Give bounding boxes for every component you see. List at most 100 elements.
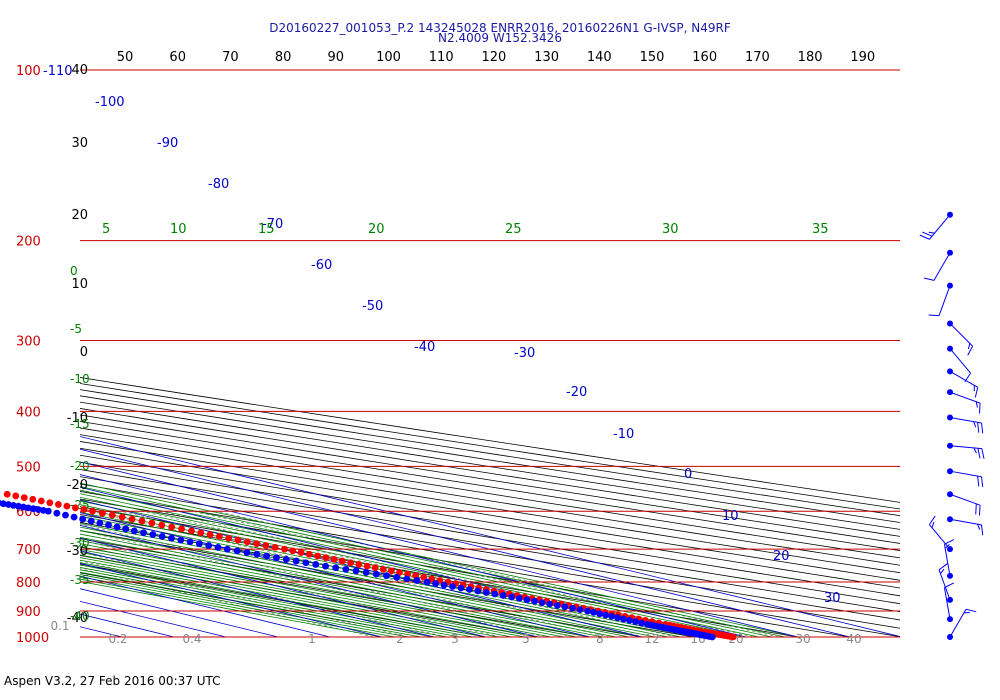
dewpoint-point	[0, 499, 2, 506]
wind-barb	[919, 211, 953, 240]
dry-adiabat-line	[80, 483, 900, 621]
dewpoint-point	[158, 532, 166, 540]
pressure-tick-label: 300	[16, 335, 41, 350]
temperature-point	[420, 573, 428, 581]
moist-adiabat-line	[80, 515, 682, 638]
wind-barb-flag	[973, 447, 977, 454]
wind-barb	[929, 515, 953, 553]
dewpoint-point	[140, 529, 147, 537]
pressure-tick-label: 200	[16, 235, 41, 250]
temperature-point	[262, 542, 270, 549]
moist-adiabat-line	[80, 511, 695, 638]
wind-barb-flag	[931, 522, 935, 528]
dewpoint-point	[53, 509, 61, 517]
left-scale-extra-label: -110	[43, 64, 73, 79]
temperature-point	[243, 538, 251, 546]
left-scale-label: 40	[71, 63, 88, 78]
dewpoint-point	[569, 604, 576, 612]
pressure-tick-label: 400	[16, 405, 41, 420]
wind-barb-staff	[929, 524, 951, 550]
isotherm-line	[80, 486, 695, 638]
temperature-point	[188, 527, 195, 535]
wind-barb-staff	[943, 587, 951, 620]
wind-barb-staff	[949, 391, 981, 404]
dry-adiabat-line	[80, 555, 539, 638]
temperature-point	[54, 501, 62, 508]
left-scale-label: 0	[80, 345, 88, 360]
dry-adiabat-line	[80, 408, 900, 537]
wind-barb-flag	[967, 343, 971, 350]
dry-adiabat-line	[80, 546, 591, 638]
temperature-point	[138, 517, 146, 525]
moist-adiabat-line	[80, 578, 396, 638]
dry-adiabat-line	[80, 530, 695, 638]
temperature-point	[72, 504, 79, 512]
moist-adiabat-line	[80, 543, 578, 638]
top-tick-label: 70	[222, 50, 239, 65]
wind-barb-flag	[975, 503, 977, 515]
isotherm-label: -30	[514, 346, 535, 361]
dewpoint-point	[499, 592, 507, 599]
isotherm-label: 0	[684, 467, 692, 482]
moist-adiabat-label: 30	[662, 222, 679, 237]
pressure-tick-label: 800	[16, 576, 41, 591]
moist-adiabat-line	[80, 533, 617, 638]
pressure-tick-label: 700	[16, 543, 41, 558]
dewpoint-point	[168, 534, 175, 542]
left-scale-label: -20	[67, 478, 88, 493]
isotherm-line	[80, 575, 331, 638]
dry-adiabat-line	[80, 395, 900, 523]
moist-adiabat-line	[80, 574, 422, 638]
isotherm-line	[80, 436, 900, 637]
moist-adiabat-line	[80, 571, 435, 638]
dry-adiabat-line	[80, 414, 900, 544]
dewpoint-point	[538, 599, 546, 607]
wind-barb	[943, 582, 954, 623]
dewpoint-point	[614, 614, 621, 622]
dewpoint-point	[302, 559, 310, 567]
temperature-point	[363, 562, 371, 570]
dewpoint-point	[273, 554, 280, 562]
dewpoint-point	[508, 593, 516, 601]
moist-adiabat-label: 20	[368, 222, 385, 237]
dewpoint-point	[590, 608, 598, 616]
dewpoint-point	[312, 561, 320, 568]
dry-adiabat-line	[80, 538, 643, 638]
wind-barb-flag	[981, 524, 984, 536]
dewpoint-point	[282, 555, 290, 563]
moist-adiabat-line	[80, 559, 500, 638]
wind-barb	[947, 516, 984, 536]
temperature-point	[158, 521, 166, 529]
wind-barb-flag	[978, 505, 981, 516]
top-tick-label: 120	[481, 50, 506, 65]
temperature-point	[89, 507, 96, 515]
dewpoint-point	[515, 594, 523, 602]
dewpoint-point	[122, 525, 130, 533]
temperature-point	[322, 554, 330, 562]
temperature-point	[20, 494, 28, 502]
chart-title-line1: D20160227_001053_P.2 143245028 ENRR2016,…	[269, 21, 731, 35]
wind-barb-flag	[975, 401, 978, 408]
dewpoint-point	[576, 606, 584, 614]
wind-barb	[943, 539, 954, 579]
moist-adiabat-label: 25	[505, 222, 522, 237]
moist-adiabat-line	[80, 569, 448, 638]
top-tick-label: 50	[117, 50, 134, 65]
temperature-point	[148, 519, 156, 527]
wind-barb-staff	[943, 544, 951, 576]
top-tick-label: 150	[640, 50, 665, 65]
moist-adiabat-label: 10	[170, 222, 187, 237]
wind-barb-flag	[944, 544, 950, 549]
isotherm-label: -90	[157, 136, 178, 151]
dewpoint-series	[0, 499, 716, 641]
wind-barb-staff	[949, 445, 982, 450]
dry-adiabat-line	[80, 469, 900, 605]
isotherm-label: -50	[362, 299, 383, 314]
dry-adiabat-line	[80, 514, 799, 638]
temperature-point	[379, 565, 387, 573]
wind-barb-flag	[981, 476, 984, 488]
moist-adiabat-left-label: -15	[70, 417, 90, 431]
dewpoint-point	[632, 618, 639, 626]
wind-barb	[947, 468, 984, 488]
top-tick-label: 130	[534, 50, 559, 65]
